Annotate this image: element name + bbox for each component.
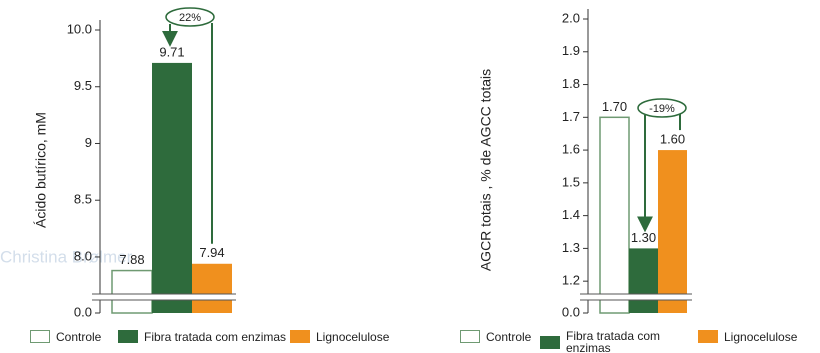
legend-label: Controle <box>486 329 532 344</box>
legend-swatch <box>30 330 50 343</box>
axis-break-gap <box>92 294 238 300</box>
bar <box>152 62 192 314</box>
bar <box>192 263 232 313</box>
legend-item: Lignocelulose <box>290 330 389 343</box>
legend-label: Lignocelulose <box>316 329 390 344</box>
value-label: 1.70 <box>602 99 627 114</box>
y-tick-label: 8.5 <box>74 192 92 207</box>
value-label: 7.94 <box>199 245 224 260</box>
bar <box>599 116 630 314</box>
y-tick-label: 1.3 <box>562 240 580 255</box>
legend-item: Lignocelulose <box>698 330 797 343</box>
y-tick-label: 1.9 <box>562 43 580 58</box>
value-label: 9.71 <box>159 44 184 59</box>
legend-label: Lignocelulose <box>724 329 798 344</box>
legend-swatch <box>540 335 560 349</box>
y-tick-label: 9.5 <box>74 78 92 93</box>
bar <box>111 269 153 314</box>
value-label: 1.60 <box>660 132 685 147</box>
y-tick-label: 8.0 <box>74 248 92 263</box>
legend-item: Controle <box>30 330 101 343</box>
legend-item: Fibra tratada com enzimas <box>118 330 286 343</box>
y-axis-label: Ácido butírico, mM <box>33 112 49 228</box>
bar <box>658 150 687 313</box>
y-tick-label: 2.0 <box>562 10 580 25</box>
bar <box>629 248 658 313</box>
annotation-bubble <box>637 98 687 118</box>
watermark: Christina Brølmer <box>0 247 133 266</box>
legend-label: Controle <box>56 329 102 344</box>
legend-label: Fibra tratada com enzimas <box>144 329 287 344</box>
y-tick-label: 1.4 <box>562 207 580 222</box>
legend-item: Controle <box>460 330 531 343</box>
annotation: -19% <box>649 103 675 115</box>
value-label: 1.30 <box>631 230 656 245</box>
y-tick-label: 1.8 <box>562 76 580 91</box>
legend-label: Fibra tratada com enzimas <box>566 329 661 353</box>
legend-swatch <box>118 330 138 343</box>
legend-item: Fibra tratada com enzimas <box>540 330 686 353</box>
y-tick-label: 1.5 <box>562 174 580 189</box>
axis-break-gap <box>580 294 693 300</box>
y-axis-label: AGCR totais , % de AGCC totais <box>478 69 494 271</box>
annotation: 22% <box>179 12 201 24</box>
y-tick-label: 9 <box>85 135 92 150</box>
legend-swatch <box>698 330 718 343</box>
y-tick-label: 0.0 <box>74 304 92 319</box>
y-tick-label: 1.2 <box>562 273 580 288</box>
y-tick-label: 10.0 <box>67 21 92 36</box>
value-label: 7.88 <box>119 252 144 267</box>
legend-swatch <box>290 330 310 343</box>
legend-swatch <box>460 330 480 343</box>
y-tick-label: 1.7 <box>562 109 580 124</box>
y-tick-label: 0.0 <box>562 304 580 319</box>
y-tick-label: 1.6 <box>562 142 580 157</box>
annotation-bubble <box>165 7 215 27</box>
